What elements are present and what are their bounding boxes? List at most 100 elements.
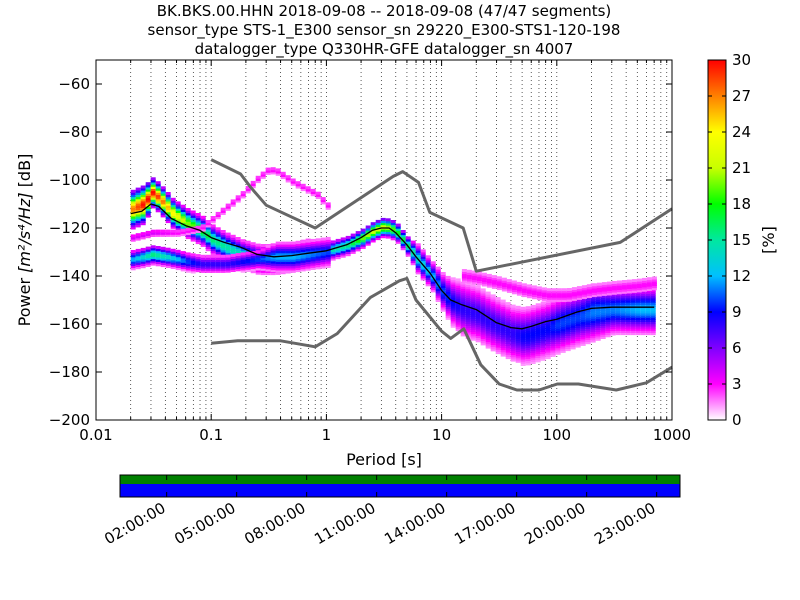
- ppsd-cell: [205, 267, 211, 271]
- ppsd-cell: [315, 259, 321, 263]
- ppsd-cell: [465, 284, 471, 288]
- ppsd-cell: [330, 240, 336, 244]
- ppsd-cell: [235, 245, 241, 249]
- ppsd-cell: [560, 349, 566, 353]
- ppsd-cell: [615, 312, 621, 316]
- ppsd-cell: [200, 233, 206, 237]
- ppsd-cell: [490, 346, 496, 350]
- ppsd-cell: [590, 311, 596, 315]
- ppsd-cell: [520, 330, 526, 334]
- ppsd-cell: [130, 250, 136, 253]
- ppsd-cell: [190, 231, 196, 235]
- ppsd-cell: [300, 253, 306, 257]
- ppsd-cell: [400, 240, 406, 244]
- ppsd-cell: [540, 351, 546, 355]
- ppsd-cell: [515, 357, 521, 361]
- ppsd-cell: [485, 341, 491, 345]
- ppsd-cell: [590, 309, 596, 313]
- ppsd-cell: [215, 244, 221, 248]
- ppsd-cell: [310, 264, 316, 268]
- ppsd-cell: [520, 347, 526, 351]
- ppsd-cell: [530, 322, 536, 326]
- ppsd-cell: [481, 272, 487, 276]
- ppsd-cell: [531, 285, 537, 289]
- ppsd-cell: [385, 218, 391, 222]
- ppsd-cell: [535, 357, 541, 361]
- ppsd-cell: [525, 336, 531, 340]
- ppsd-cell: [560, 324, 566, 327]
- ppsd-cell: [230, 256, 236, 259]
- ppsd-cell: [170, 202, 176, 206]
- ppsd-cell: [165, 249, 171, 253]
- ppsd-cell: [220, 245, 226, 249]
- ppsd-cell: [155, 209, 161, 213]
- ppsd-cell: [310, 258, 316, 262]
- ppsd-cell: [190, 264, 196, 268]
- ppsd-cell: [200, 241, 206, 245]
- ppsd-cell: [540, 338, 546, 342]
- ppsd-cell: [195, 232, 201, 236]
- ppsd-cell: [590, 315, 596, 319]
- ppsd-cell: [160, 264, 166, 268]
- ppsd-cell: [585, 326, 591, 330]
- ppsd-cell: [205, 265, 211, 269]
- ppsd-cell: [175, 258, 181, 262]
- ppsd-cell: [135, 257, 141, 261]
- ppsd-cell: [150, 231, 156, 235]
- ppsd-cell: [420, 258, 426, 262]
- ppsd-cell: [340, 250, 346, 254]
- ppsd-cell: [620, 317, 626, 320]
- ppsd-cell: [160, 210, 166, 214]
- ppsd-cell: [295, 264, 301, 268]
- ppsd-cell: [520, 356, 526, 360]
- ppsd-cell: [565, 317, 571, 321]
- ppsd-cell: [580, 312, 586, 316]
- ppsd-cell: [480, 297, 486, 300]
- ppsd-cell: [575, 314, 581, 318]
- ppsd-cell: [165, 229, 171, 233]
- ppsd-cell: [470, 335, 476, 339]
- ppsd-cell: [195, 269, 201, 273]
- ppsd-cell: [450, 288, 456, 292]
- ppsd-cell: [215, 269, 221, 273]
- ppsd-cell: [165, 231, 171, 235]
- ppsd-cell: [650, 325, 656, 329]
- ppsd-cell: [535, 348, 541, 352]
- ppsd-cell: [180, 206, 186, 210]
- ppsd-cell: [160, 197, 166, 201]
- ppsd-cell: [130, 200, 136, 204]
- ppsd-cell: [550, 321, 556, 325]
- ppsd-cell: [595, 305, 601, 309]
- ppsd-cell: [631, 287, 637, 291]
- ppsd-cell: [155, 256, 161, 260]
- ppsd-cell: [385, 235, 391, 239]
- y-axis-label: Power [m²/s⁴/Hz] [dB]: [15, 154, 34, 327]
- ppsd-cell: [155, 263, 161, 267]
- ppsd-cell: [430, 261, 436, 265]
- ppsd-cell: [445, 280, 451, 284]
- ppsd-cell: [375, 228, 381, 232]
- ppsd-cell: [290, 269, 296, 273]
- ppsd-cell: [445, 306, 451, 310]
- ppsd-cell: [275, 168, 281, 172]
- ppsd-cell: [210, 224, 216, 228]
- ppsd-cell: [320, 248, 326, 252]
- ppsd-cell: [175, 256, 181, 260]
- ppsd-cell: [465, 327, 471, 331]
- ppsd-cell: [240, 265, 246, 269]
- ppsd-cell: [520, 326, 526, 330]
- ppsd-cell: [511, 291, 517, 295]
- ppsd-cell: [280, 258, 286, 262]
- ppsd-cell: [440, 272, 446, 275]
- ppsd-cell: [565, 304, 571, 308]
- ppsd-cell: [270, 249, 276, 253]
- ppsd-cell: [170, 231, 176, 235]
- ppsd-cell: [501, 277, 507, 281]
- ppsd-cell: [210, 248, 216, 252]
- ppsd-cell: [455, 287, 461, 290]
- ppsd-cell: [480, 292, 486, 296]
- ppsd-cell: [195, 241, 201, 245]
- ppsd-cell: [491, 281, 497, 285]
- ppsd-cell: [295, 262, 301, 266]
- ppsd-cell: [485, 293, 491, 297]
